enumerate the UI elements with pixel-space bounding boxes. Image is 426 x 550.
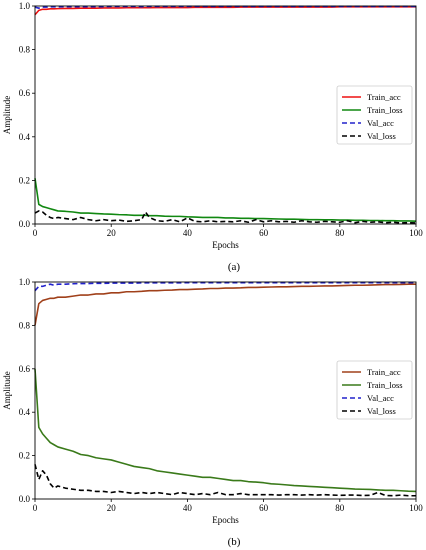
y-tick-label: 0.8 <box>19 320 31 330</box>
x-tick-label: 80 <box>335 503 345 513</box>
plot-frame <box>34 281 417 500</box>
legend: Train_acc Train_loss Val_acc Val_loss <box>336 85 413 145</box>
x-tick-label: 100 <box>409 228 423 238</box>
legend-label: Train_loss <box>367 105 403 115</box>
y-tick-label: 0.4 <box>19 407 31 417</box>
y-tick-label: 0.2 <box>19 451 30 461</box>
x-tick-label: 20 <box>107 503 117 513</box>
chart-panel-b: 0 20 40 60 80 100 0.0 0.2 0.4 0.6 0.8 1.0 Epochs Ampl… <box>2 277 423 525</box>
series-line-train-loss <box>34 368 417 493</box>
series-line-val-loss <box>34 464 416 497</box>
series-line-train-loss <box>34 178 417 222</box>
y-tick-label: 0.4 <box>19 132 31 142</box>
series-line-train-acc <box>34 6 416 16</box>
series-line-val-acc <box>34 281 416 292</box>
series-line-val-loss <box>34 210 417 224</box>
x-axis-label: Epochs <box>212 240 239 250</box>
y-tick-label: 0.0 <box>19 494 31 504</box>
x-axis-label: Epochs <box>212 515 239 525</box>
y-tick-label: 1.0 <box>19 1 31 11</box>
x-tick-label: 40 <box>183 503 193 513</box>
x-tick-label: 60 <box>259 503 269 513</box>
legend-label: Train_acc <box>367 92 401 102</box>
x-tick-label: 60 <box>259 228 269 238</box>
y-tick-label: 0.6 <box>19 88 31 98</box>
y-tick-label: 0.8 <box>19 45 31 55</box>
y-tick-label: 1.0 <box>19 277 31 287</box>
y-tick-label: 0.6 <box>19 364 31 374</box>
series-line-train-acc <box>34 283 416 326</box>
x-tick-label: 40 <box>183 228 193 238</box>
plot-frame <box>34 5 417 225</box>
legend-label: Val_loss <box>367 131 396 141</box>
legend-label: Val_acc <box>367 118 394 128</box>
legend-box <box>336 360 413 420</box>
caption-b: (b) <box>228 536 241 548</box>
chart-panel-a: 0 20 40 60 80 100 0.0 0.2 0.4 0.6 0.8 1.0 Epochs Ampl… <box>2 1 423 250</box>
legend-box <box>336 85 413 145</box>
legend-label: Val_loss <box>367 406 396 416</box>
series-group <box>34 281 417 497</box>
x-tick-label: 100 <box>409 503 423 513</box>
x-tick-label: 20 <box>107 228 117 238</box>
legend: Train_acc Train_loss Val_acc Val_loss <box>336 360 413 420</box>
x-tick-label: 80 <box>335 228 345 238</box>
y-tick-label: 0.2 <box>19 175 30 185</box>
y-axis-label: Amplitude <box>2 371 12 410</box>
y-axis-label: Amplitude <box>2 96 12 135</box>
y-tick-label: 0.0 <box>19 219 31 229</box>
x-tick-label: 0 <box>33 503 38 513</box>
x-tick-label: 0 <box>33 228 38 238</box>
legend-label: Train_acc <box>367 367 401 377</box>
legend-label: Val_acc <box>367 393 394 403</box>
caption-a: (a) <box>228 261 241 273</box>
legend-label: Train_loss <box>367 380 403 390</box>
